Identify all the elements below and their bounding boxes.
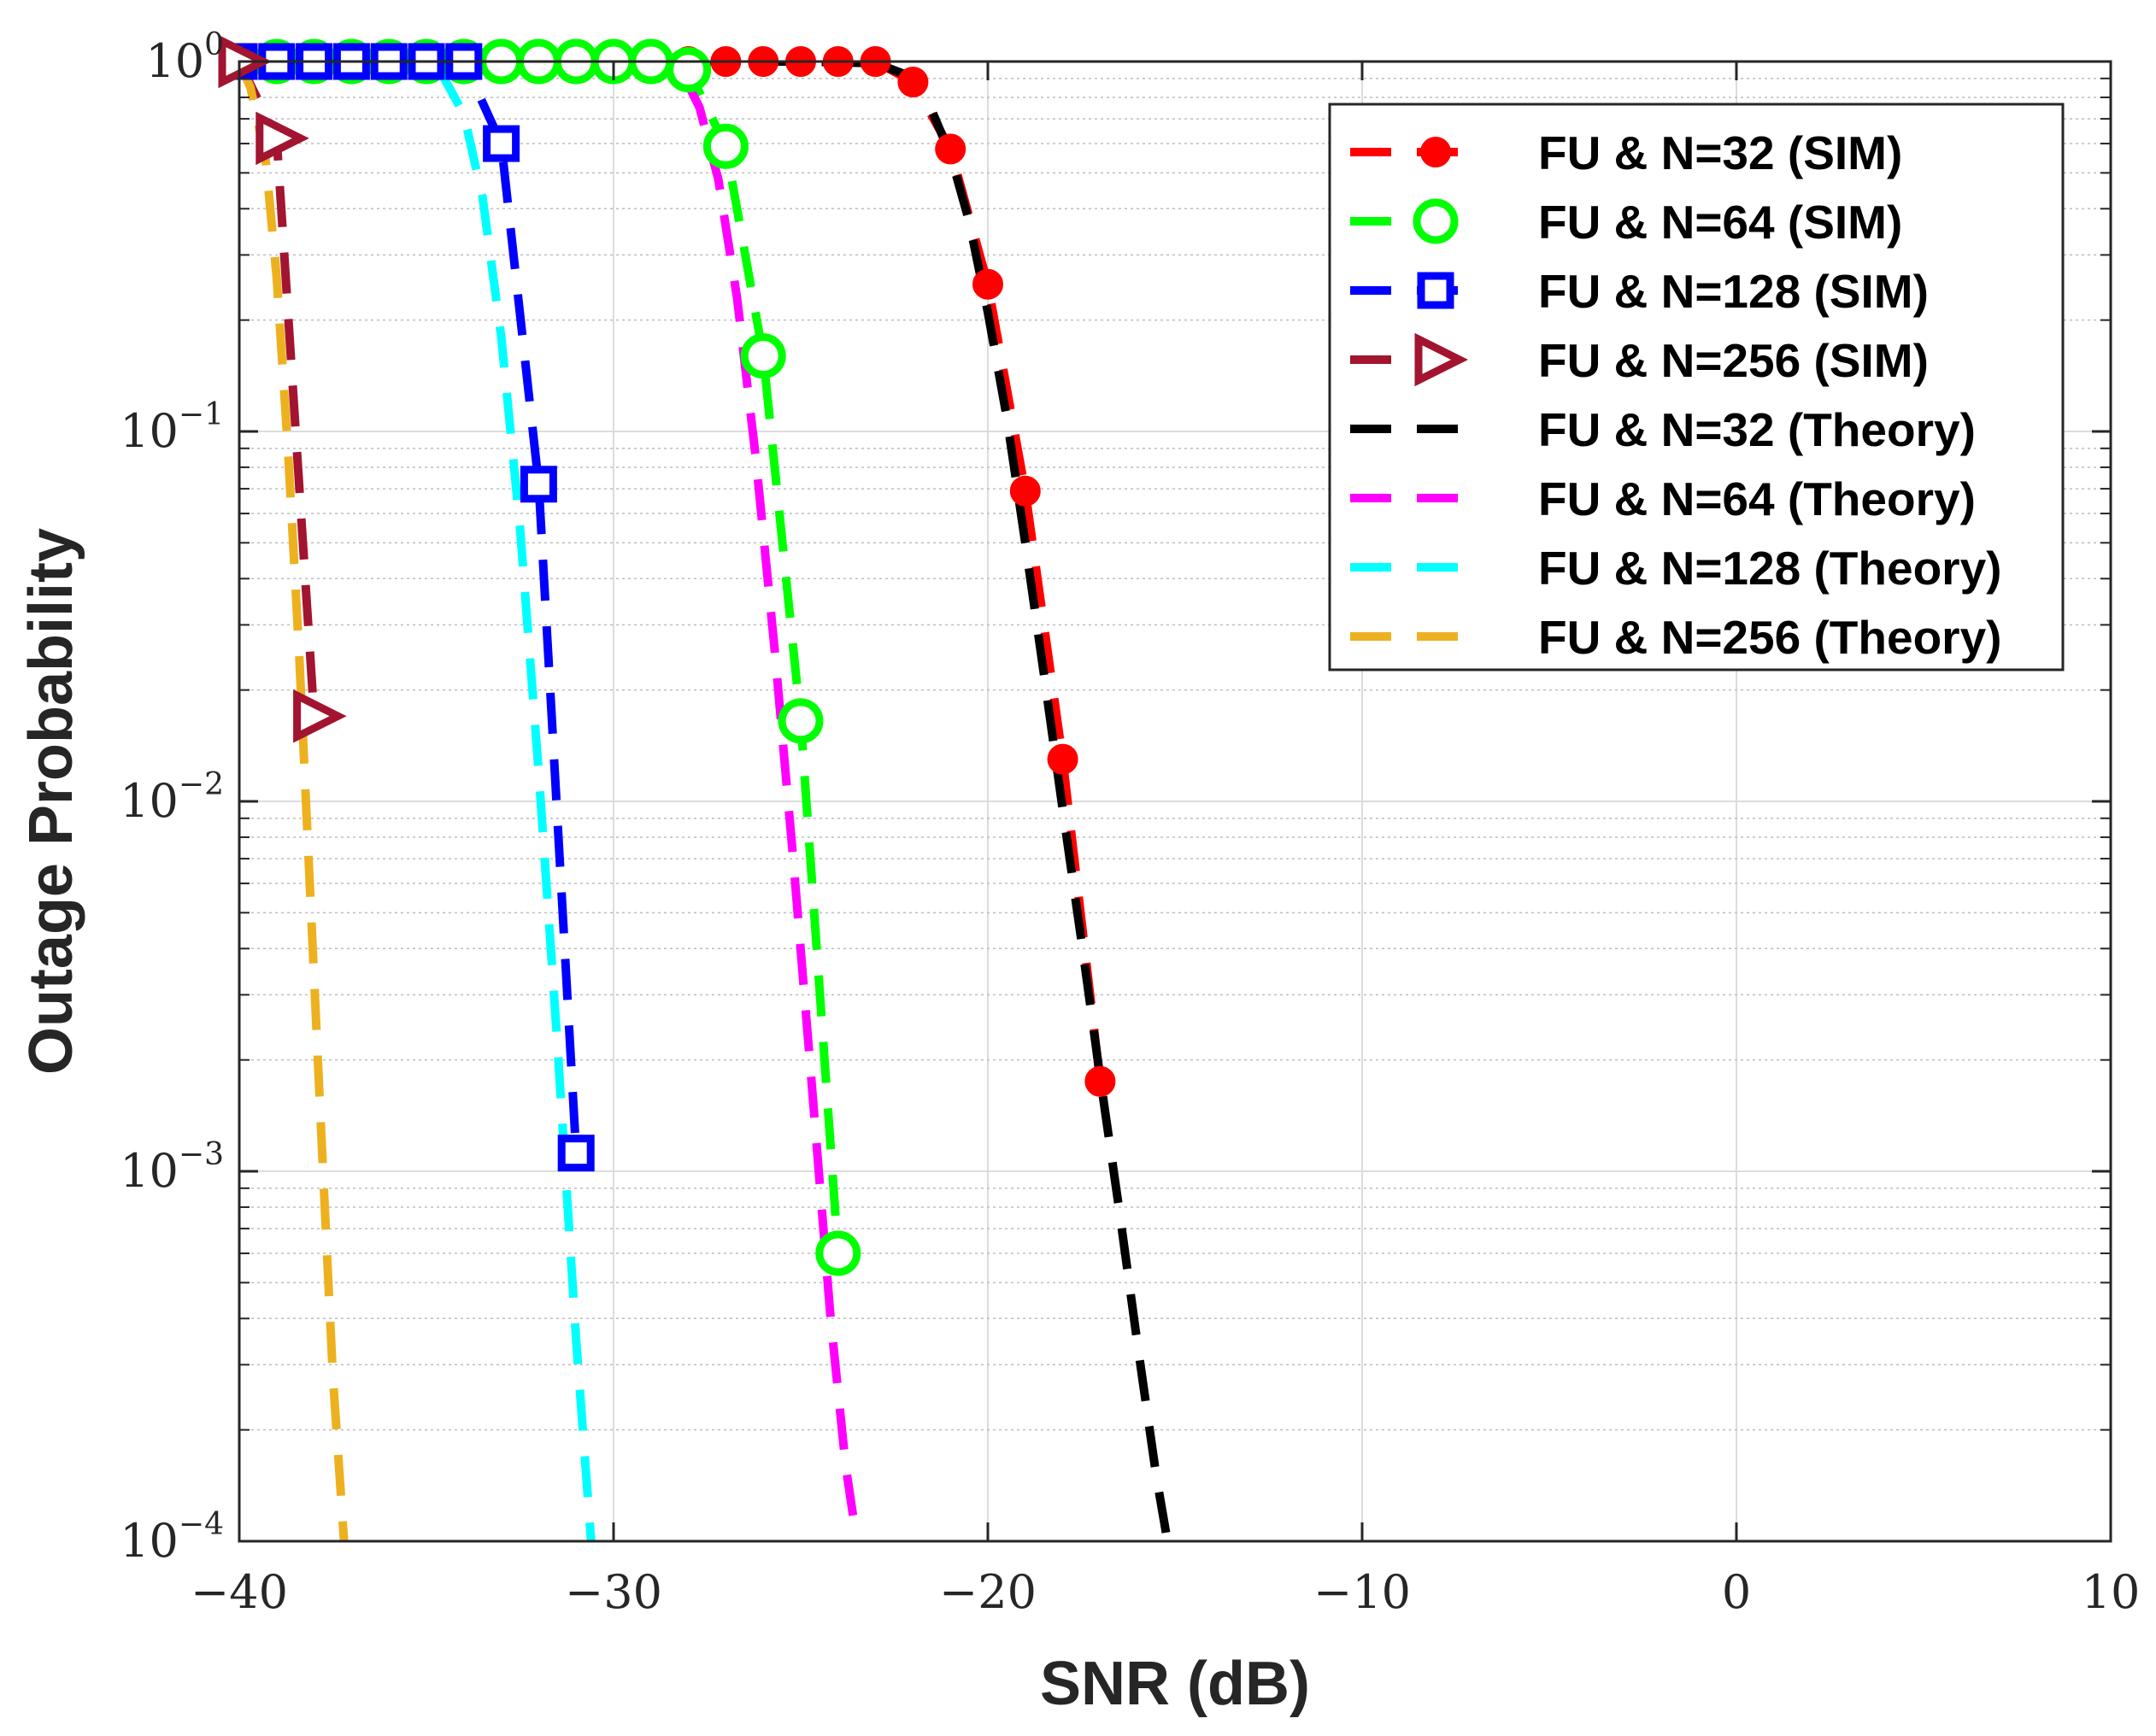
data-point-series-1	[740, 333, 786, 379]
legend-label: FU & N=64 (Theory)	[1538, 472, 1976, 525]
x-tick-label: 0	[1722, 1565, 1751, 1619]
legend-marker	[1417, 272, 1454, 309]
legend-marker	[1413, 198, 1459, 244]
series-line-2	[239, 62, 581, 1153]
legend-label: FU & N=256 (SIM)	[1538, 334, 1929, 387]
data-point-series-1	[778, 698, 824, 744]
y-tick-label: 10−4	[120, 1507, 224, 1568]
y-tick-label: 10−3	[120, 1137, 224, 1198]
y-tick-label: 10−2	[120, 767, 224, 828]
data-point-series-0	[1084, 1065, 1116, 1097]
x-tick-label: −20	[939, 1565, 1037, 1619]
y-axis: 100 10−1 10−2 10−3 10−4	[120, 27, 2111, 1568]
data-point-series-2	[483, 125, 520, 162]
data-point-series-0	[897, 67, 929, 98]
legend-label: FU & N=128 (SIM)	[1538, 265, 1929, 318]
data-point-series-1	[666, 47, 712, 93]
y-axis-title: Outage Probability	[17, 528, 85, 1075]
y-tick-label: 100	[145, 27, 224, 88]
legend-label: FU & N=64 (SIM)	[1538, 196, 1902, 249]
x-tick-label: −30	[565, 1565, 662, 1619]
data-point-series-0	[1009, 475, 1041, 507]
series-line-4	[688, 62, 1172, 1541]
data-point-series-0	[935, 133, 966, 165]
x-axis: −40 −30 −20 −10 0 10	[191, 62, 2140, 1619]
data-point-series-0	[972, 268, 1003, 300]
legend-label: FU & N=256 (Theory)	[1538, 611, 2001, 664]
legend-marker	[1414, 332, 1469, 387]
data-point-series-0	[1047, 743, 1078, 775]
data-point-series-3	[256, 111, 309, 166]
legend: FU & N=32 (SIM) FU & N=64 (SIM) FU & N=128…	[1328, 103, 2065, 672]
legend-marker	[1420, 137, 1451, 167]
legend-label: FU & N=32 (SIM)	[1538, 126, 1902, 179]
legend-label: FU & N=32 (Theory)	[1538, 403, 1976, 456]
x-axis-title: SNR (dB)	[1040, 1650, 1310, 1718]
data-point-series-2	[557, 1135, 595, 1172]
x-tick-label: 10	[2082, 1565, 2141, 1619]
legend-label: FU & N=128 (Theory)	[1538, 542, 2001, 595]
data-point-series-2	[520, 466, 557, 503]
data-point-series-3	[293, 689, 347, 743]
y-tick-label: 10−1	[120, 397, 224, 458]
series-line-7	[239, 62, 349, 1541]
data-point-series-1	[702, 123, 749, 169]
legend-box	[1328, 103, 2065, 672]
data-point-series-1	[815, 1230, 861, 1276]
x-tick-label: −10	[1313, 1565, 1411, 1619]
series-line-1	[276, 62, 843, 1254]
x-tick-label: −40	[191, 1565, 288, 1619]
